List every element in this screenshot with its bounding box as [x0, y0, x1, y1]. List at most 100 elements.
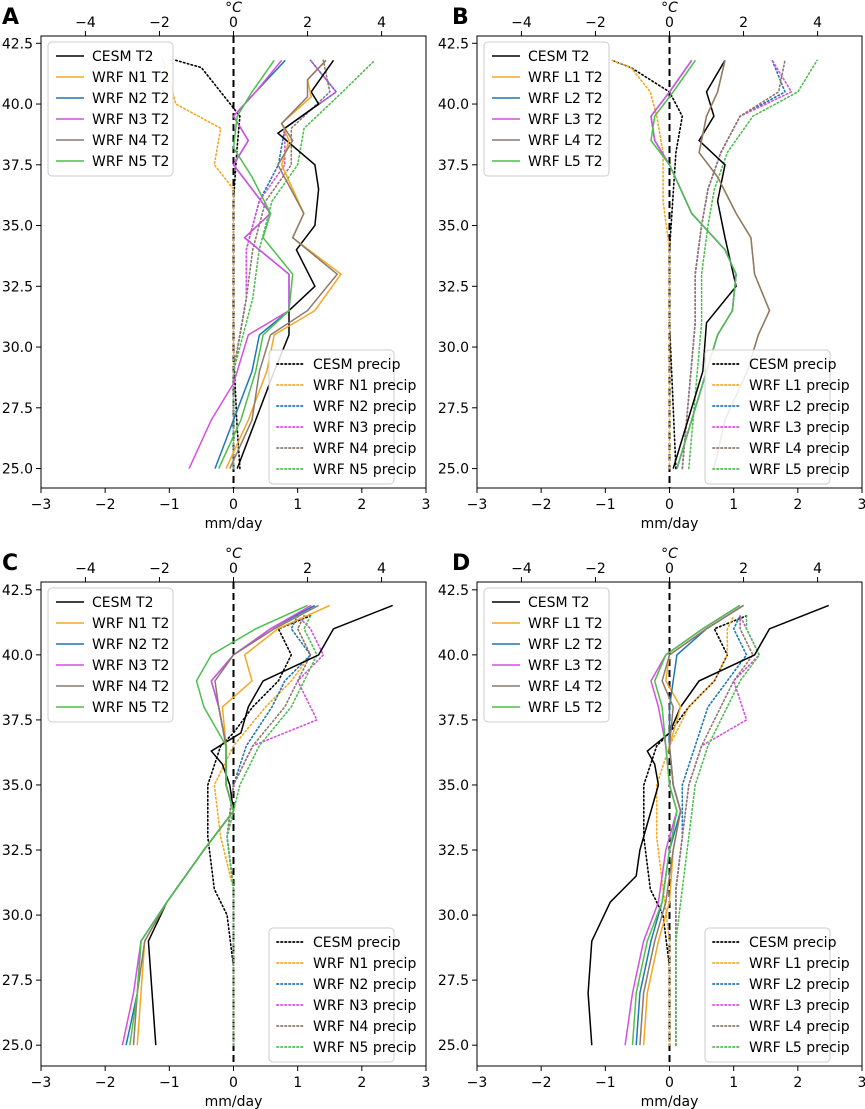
legend-label: WRF N1 precip [313, 956, 416, 972]
precip-line-cesm-precip [175, 59, 241, 470]
legend-label: WRF N3 T2 [92, 658, 169, 674]
legend-label: WRF N5 precip [313, 1040, 416, 1056]
legend-t2: CESM T2 WRF N1 T2 WRF N2 T2 WRF N3 T2 WRF N4… [47, 41, 174, 177]
precip-line-wrf-n1-precip [213, 615, 312, 1046]
legend-label: WRF L3 precip [749, 998, 850, 1014]
y-tick-label: 35.0 [2, 778, 33, 794]
legend-box [704, 349, 831, 485]
y-tick-label: 25.0 [438, 462, 469, 478]
y-tick-label: 35.0 [438, 778, 469, 794]
x-tick-label: −2 [531, 1075, 552, 1091]
top-x-axis-label: °C [661, 546, 678, 562]
y-tick-label: 42.5 [2, 36, 33, 52]
x-tick-label: 3 [422, 1075, 431, 1091]
legend-label: WRF L5 T2 [528, 700, 603, 716]
top-x-tick-label: −4 [511, 561, 532, 577]
y-tick-label: 30.0 [2, 340, 33, 356]
x-tick-label: −2 [95, 497, 116, 513]
y-tick-label: 30.0 [438, 908, 469, 924]
legend-label: WRF N4 T2 [92, 679, 169, 695]
legend-label: WRF N2 precip [313, 399, 416, 415]
t2-line-cesm-t2 [147, 604, 393, 1046]
x-tick-label: −2 [531, 497, 552, 513]
y-tick-label: 27.5 [2, 401, 33, 417]
legend-label: CESM precip [313, 357, 401, 373]
top-x-tick-label: 0 [229, 15, 238, 31]
legend-label: WRF L1 precip [749, 378, 850, 394]
legend-box [483, 41, 610, 177]
t2-line-wrf-n5-t2 [129, 604, 308, 1046]
x-tick-label: −1 [595, 1075, 616, 1091]
legend-label: WRF L1 precip [749, 956, 850, 972]
t2-line-wrf-l4-t2 [639, 604, 744, 1046]
top-x-tick-label: 2 [739, 561, 748, 577]
legend-label: WRF N1 T2 [92, 70, 169, 86]
precip-line-cesm-precip [643, 615, 748, 1046]
top-x-tick-label: 0 [665, 15, 674, 31]
panel-letter: D [452, 551, 470, 576]
y-tick-label: 37.5 [438, 713, 469, 729]
y-tick-label: 40.0 [2, 97, 33, 113]
top-x-axis-label: °C [661, 0, 678, 16]
precip-line-wrf-l4-precip [675, 615, 754, 1046]
legend-label: WRF N5 precip [313, 462, 416, 478]
y-tick-label: 40.0 [438, 648, 469, 664]
x-tick-label: 0 [229, 497, 238, 513]
precip-line-wrf-n2-precip [226, 615, 312, 1046]
precip-line-wrf-l1-precip [611, 59, 671, 470]
legend-label: WRF L5 precip [749, 462, 850, 478]
top-x-tick-label: −2 [149, 15, 170, 31]
panel-b: B −3 −2 −1 0 1 2 3 mm/day −4 −2 0 2 4 °C 25.0 27.5 30.0 32… [438, 0, 865, 532]
legend-label: WRF N3 T2 [92, 112, 169, 128]
top-x-tick-label: −4 [75, 561, 96, 577]
legend-label: WRF L1 T2 [528, 616, 603, 632]
y-tick-label: 27.5 [2, 973, 33, 989]
x-tick-label: 3 [858, 1075, 865, 1091]
top-x-tick-label: −2 [149, 561, 170, 577]
legend-label: CESM T2 [92, 49, 154, 65]
top-x-tick-label: 0 [665, 561, 674, 577]
x-tick-label: −3 [31, 497, 52, 513]
panel-letter: A [2, 5, 19, 30]
panel-d: D −3 −2 −1 0 1 2 3 mm/day −4 −2 0 2 4 °C 25.0 27.5 30.0 32… [438, 546, 865, 1109]
legend-label: WRF L3 T2 [528, 112, 603, 128]
y-tick-label: 32.5 [438, 843, 469, 859]
top-x-tick-label: −4 [511, 15, 532, 31]
legend-label: CESM precip [749, 357, 837, 373]
legend-box [268, 927, 395, 1063]
y-tick-label: 37.5 [2, 158, 33, 174]
x-tick-label: 0 [229, 1075, 238, 1091]
y-tick-label: 37.5 [438, 158, 469, 174]
legend-label: WRF L2 precip [749, 977, 850, 993]
legend-precip: CESM precip WRF N1 precip WRF N2 precip WRF… [268, 927, 416, 1063]
legend-label: WRF N4 precip [313, 1019, 416, 1035]
legend-precip: CESM precip WRF N1 precip WRF N2 precip WRF… [268, 349, 416, 485]
x-tick-label: 2 [357, 1075, 366, 1091]
precip-line-wrf-l2-precip [675, 615, 748, 1046]
legend-label: CESM precip [313, 935, 401, 951]
legend-label: WRF N3 precip [313, 998, 416, 1014]
precip-line-wrf-l5-precip [688, 59, 818, 470]
legend-label: WRF L5 precip [749, 1040, 850, 1056]
panel-letter: C [2, 551, 18, 576]
y-tick-label: 37.5 [2, 713, 33, 729]
legend-label: CESM T2 [528, 595, 590, 611]
legend-label: WRF L4 precip [749, 441, 850, 457]
top-x-tick-label: −2 [585, 15, 606, 31]
legend-precip: CESM precip WRF L1 precip WRF L2 precip WRF… [704, 349, 850, 485]
legend-label: WRF L1 T2 [528, 70, 603, 86]
legend-box [483, 587, 610, 723]
legend-label: WRF L4 T2 [528, 133, 603, 149]
legend-box [47, 587, 174, 723]
x-tick-label: −2 [95, 1075, 116, 1091]
top-x-tick-label: 4 [813, 561, 822, 577]
y-tick-label: 32.5 [438, 279, 469, 295]
legend-label: WRF N5 T2 [92, 700, 169, 716]
y-tick-label: 32.5 [2, 843, 33, 859]
y-tick-label: 35.0 [438, 219, 469, 235]
t2-line-cesm-t2 [587, 604, 829, 1046]
x-tick-label: −1 [159, 1075, 180, 1091]
x-tick-label: 0 [665, 497, 674, 513]
precip-line-wrf-l5-precip [675, 615, 761, 1046]
